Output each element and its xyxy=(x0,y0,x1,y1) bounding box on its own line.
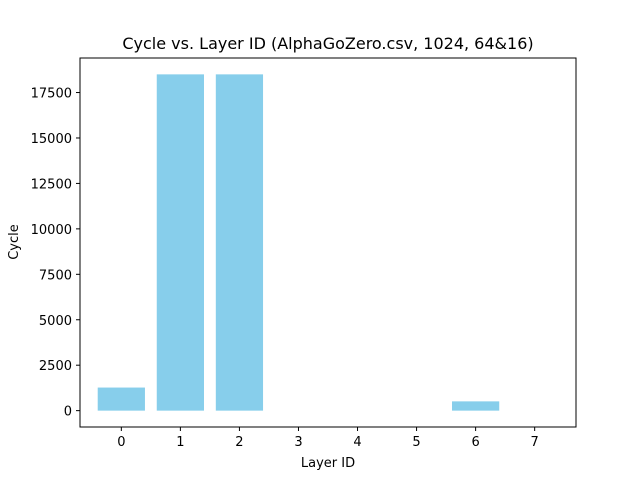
y-tick-label: 2500 xyxy=(39,359,72,374)
x-tick-label: 1 xyxy=(176,435,184,450)
x-tick-label: 2 xyxy=(235,435,243,450)
y-tick-label: 15000 xyxy=(31,132,72,147)
bar-layer-2 xyxy=(215,74,264,411)
bars-group xyxy=(97,74,500,411)
y-axis-ticks: 0 2500 5000 7500 10000 12500 15000 17500 xyxy=(31,87,80,420)
chart-title: Cycle vs. Layer ID (AlphaGoZero.csv, 102… xyxy=(122,34,533,53)
x-tick-label: 4 xyxy=(353,435,361,450)
x-tick-label: 7 xyxy=(531,435,539,450)
x-tick-label: 6 xyxy=(471,435,479,450)
bar-layer-1 xyxy=(156,74,204,411)
x-tick-label: 5 xyxy=(412,435,420,450)
x-tick-label: 3 xyxy=(294,435,302,450)
bar-layer-0 xyxy=(97,387,145,411)
y-tick-label: 12500 xyxy=(31,177,72,192)
y-tick-label: 17500 xyxy=(31,87,72,102)
y-tick-label: 10000 xyxy=(31,223,72,238)
x-axis-ticks: 0 1 2 3 4 5 6 7 xyxy=(117,427,539,450)
y-axis-label: Cycle xyxy=(7,224,22,260)
x-tick-label: 0 xyxy=(117,435,125,450)
x-axis-label: Layer ID xyxy=(301,456,355,471)
plot-frame xyxy=(79,57,577,428)
y-tick-label: 5000 xyxy=(39,314,72,329)
bar-layer-6 xyxy=(452,401,500,411)
y-tick-label: 7500 xyxy=(39,268,72,283)
y-tick-label: 0 xyxy=(64,405,72,420)
